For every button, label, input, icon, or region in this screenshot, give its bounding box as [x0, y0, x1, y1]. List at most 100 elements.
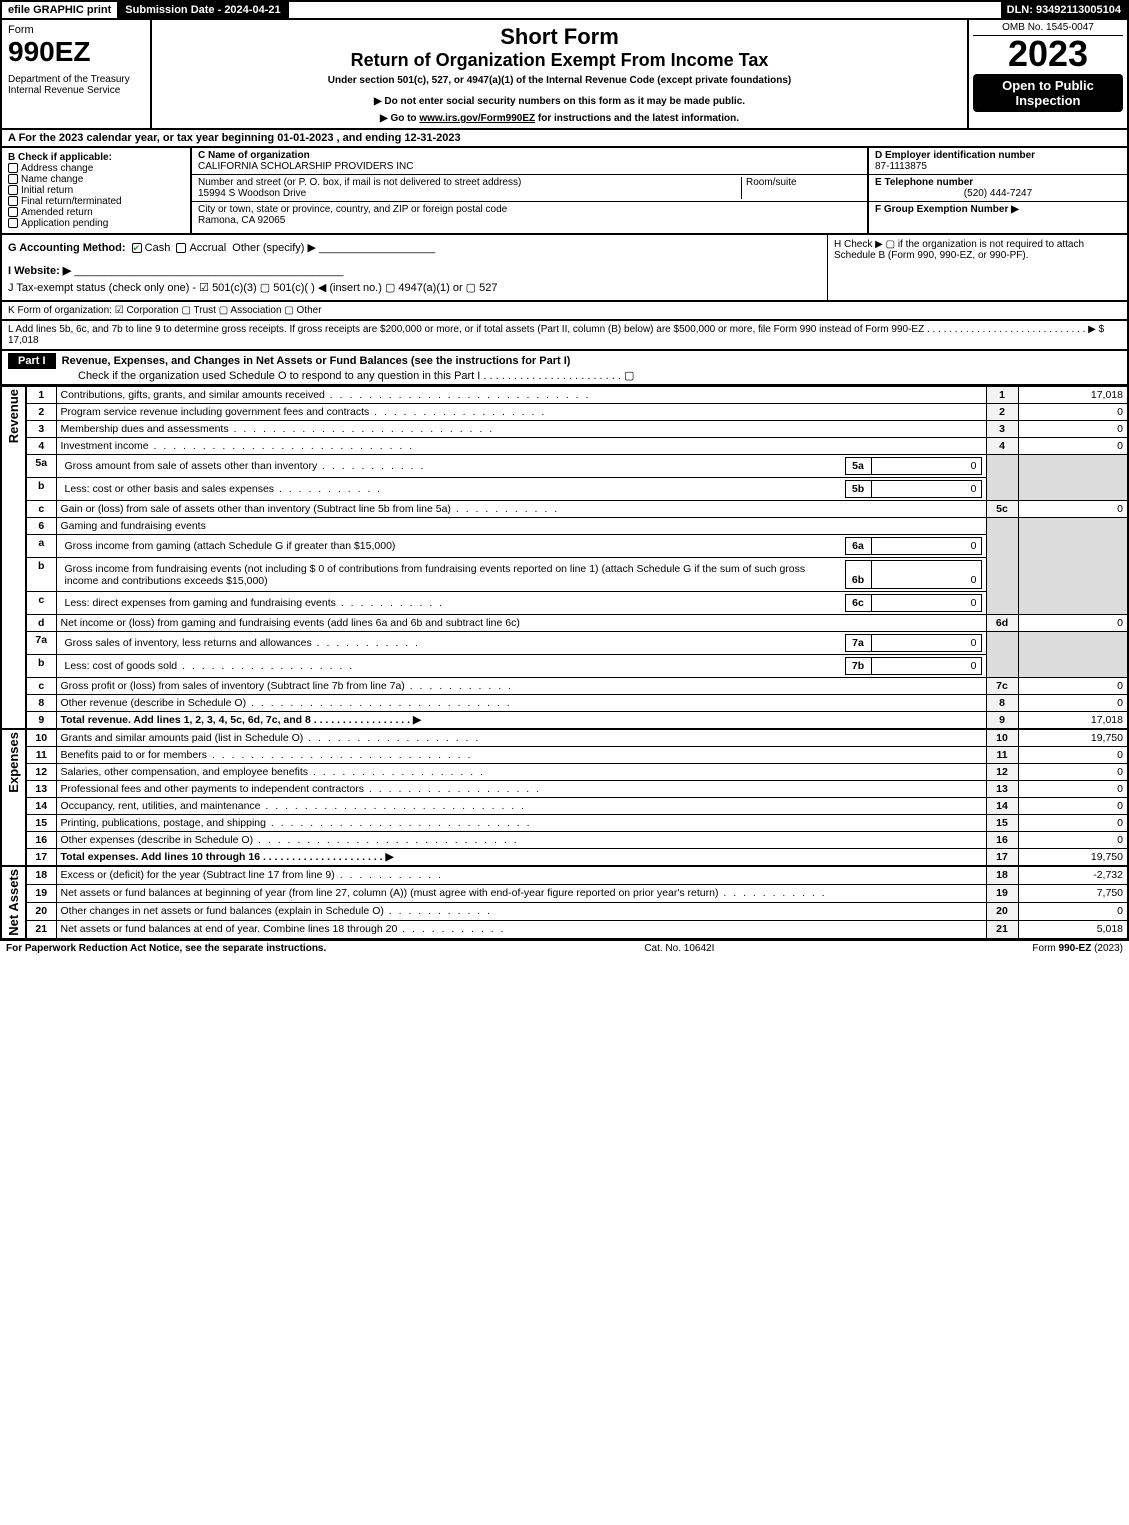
line-9: Total revenue. Add lines 1, 2, 3, 4, 5c,…: [56, 712, 986, 730]
tax-year: 2023: [973, 36, 1123, 72]
line-g: G Accounting Method: Cash Accrual Other …: [8, 241, 821, 254]
line-a: A For the 2023 calendar year, or tax yea…: [0, 130, 1129, 148]
line-19: Net assets or fund balances at beginning…: [56, 884, 986, 902]
subtitle: Under section 501(c), 527, or 4947(a)(1)…: [158, 75, 961, 86]
c-label: C Name of organization: [198, 150, 861, 161]
line-7a: Gross sales of inventory, less returns a…: [56, 632, 986, 655]
header-left: Form 990EZ Department of the Treasury In…: [2, 20, 152, 128]
b-opt-address[interactable]: Address change: [8, 163, 184, 174]
line-6b: Gross income from fundraising events (no…: [56, 558, 986, 592]
spacer: [289, 2, 1001, 18]
line-4: Investment income: [56, 438, 986, 455]
note-goto: ▶ Go to www.irs.gov/Form990EZ for instru…: [158, 113, 961, 124]
form-label: Form: [8, 24, 144, 36]
line-6c: Less: direct expenses from gaming and fu…: [56, 592, 986, 615]
line-7b: Less: cost of goods sold 7b 0: [56, 655, 986, 678]
expenses-vlabel: Expenses: [6, 732, 21, 793]
part1-title: Revenue, Expenses, and Changes in Net As…: [62, 355, 571, 367]
header-mid: Short Form Return of Organization Exempt…: [152, 20, 967, 128]
line-5b: Less: cost or other basis and sales expe…: [56, 478, 986, 501]
b-opt-final[interactable]: Final return/terminated: [8, 196, 184, 207]
room-label: Room/suite: [741, 177, 861, 199]
irs-link[interactable]: www.irs.gov/Form990EZ: [419, 113, 535, 124]
line-5c: Gain or (loss) from sale of assets other…: [56, 501, 986, 518]
line-12: Salaries, other compensation, and employ…: [56, 764, 986, 781]
line-8: Other revenue (describe in Schedule O): [56, 695, 986, 712]
line-13: Professional fees and other payments to …: [56, 781, 986, 798]
footer-mid: Cat. No. 10642I: [644, 943, 714, 954]
e-block: E Telephone number (520) 444-7247: [869, 175, 1127, 202]
line-21: Net assets or fund balances at end of ye…: [56, 920, 986, 938]
addr-label: Number and street (or P. O. box, if mail…: [198, 177, 741, 188]
col-def: D Employer identification number 87-1113…: [867, 148, 1127, 233]
line-14: Occupancy, rent, utilities, and maintena…: [56, 798, 986, 815]
line-16: Other expenses (describe in Schedule O): [56, 832, 986, 849]
line-k: K Form of organization: ☑ Corporation ▢ …: [0, 302, 1129, 321]
return-title: Return of Organization Exempt From Incom…: [158, 50, 961, 71]
ein-value: 87-1113875: [875, 161, 1121, 172]
line-10: Grants and similar amounts paid (list in…: [56, 729, 986, 747]
footer: For Paperwork Reduction Act Notice, see …: [0, 940, 1129, 956]
dept-label: Department of the Treasury: [8, 74, 144, 85]
short-form-title: Short Form: [158, 24, 961, 50]
line-5a: Gross amount from sale of assets other t…: [56, 455, 986, 478]
line-15: Printing, publications, postage, and shi…: [56, 815, 986, 832]
row-gh: G Accounting Method: Cash Accrual Other …: [0, 235, 1129, 302]
submission-date: Submission Date - 2024-04-21: [119, 2, 288, 18]
org-name: CALIFORNIA SCHOLARSHIP PROVIDERS INC: [198, 161, 861, 172]
part1-header: Part I Revenue, Expenses, and Changes in…: [0, 351, 1129, 386]
line-j: J Tax-exempt status (check only one) - ☑…: [8, 281, 821, 294]
b-opt-pending[interactable]: Application pending: [8, 218, 184, 229]
footer-right: Form 990-EZ (2023): [1032, 943, 1123, 954]
part1-check: Check if the organization used Schedule …: [78, 370, 634, 382]
addr-value: 15994 S Woodson Drive: [198, 188, 741, 199]
line-g-i-j: G Accounting Method: Cash Accrual Other …: [2, 235, 827, 300]
city-value: Ramona, CA 92065: [198, 215, 861, 226]
line-i: I Website: ▶ ___________________________…: [8, 264, 821, 277]
b-title: B Check if applicable:: [8, 152, 184, 163]
f-label: F Group Exemption Number ▶: [875, 204, 1019, 215]
section-bcdef: B Check if applicable: Address change Na…: [0, 148, 1129, 235]
part1-bar: Part I: [8, 353, 56, 369]
city-label: City or town, state or province, country…: [198, 204, 861, 215]
line-l: L Add lines 5b, 6c, and 7b to line 9 to …: [0, 321, 1129, 351]
g-cash-cb[interactable]: [132, 243, 142, 253]
footer-left: For Paperwork Reduction Act Notice, see …: [6, 943, 326, 954]
lines-table: Revenue 1 Contributions, gifts, grants, …: [0, 386, 1129, 940]
g-accrual-cb[interactable]: [176, 243, 186, 253]
b-opt-amended[interactable]: Amended return: [8, 207, 184, 218]
c-addr-block: Number and street (or P. O. box, if mail…: [192, 175, 867, 202]
line-11: Benefits paid to or for members: [56, 747, 986, 764]
top-bar: efile GRAPHIC print Submission Date - 20…: [0, 0, 1129, 20]
header-right: OMB No. 1545-0047 2023 Open to Public In…: [967, 20, 1127, 128]
line-18: Excess or (deficit) for the year (Subtra…: [56, 866, 986, 884]
netassets-vlabel: Net Assets: [6, 869, 21, 936]
dln-label: DLN: 93492113005104: [1001, 2, 1127, 18]
line-6: Gaming and fundraising events: [56, 518, 986, 535]
line-20: Other changes in net assets or fund bala…: [56, 902, 986, 920]
line-1: Contributions, gifts, grants, and simila…: [56, 387, 986, 404]
phone-value: (520) 444-7247: [875, 188, 1121, 199]
form-header: Form 990EZ Department of the Treasury In…: [0, 20, 1129, 130]
d-block: D Employer identification number 87-1113…: [869, 148, 1127, 175]
col-b: B Check if applicable: Address change Na…: [2, 148, 192, 233]
line-6d: Net income or (loss) from gaming and fun…: [56, 615, 986, 632]
c-name-block: C Name of organization CALIFORNIA SCHOLA…: [192, 148, 867, 175]
line-h: H Check ▶ ▢ if the organization is not r…: [827, 235, 1127, 300]
efile-label[interactable]: efile GRAPHIC print: [2, 2, 119, 18]
irs-label: Internal Revenue Service: [8, 85, 144, 96]
b-opt-initial[interactable]: Initial return: [8, 185, 184, 196]
f-block: F Group Exemption Number ▶: [869, 202, 1127, 217]
col-c: C Name of organization CALIFORNIA SCHOLA…: [192, 148, 867, 233]
line-17: Total expenses. Add lines 10 through 16 …: [56, 849, 986, 867]
line-6a: Gross income from gaming (attach Schedul…: [56, 535, 986, 558]
line-3: Membership dues and assessments: [56, 421, 986, 438]
d-label: D Employer identification number: [875, 150, 1121, 161]
c-city-block: City or town, state or province, country…: [192, 202, 867, 228]
form-number: 990EZ: [8, 36, 144, 68]
line-2: Program service revenue including govern…: [56, 404, 986, 421]
line-1-amt: 17,018: [1018, 387, 1128, 404]
open-public-badge: Open to Public Inspection: [973, 74, 1123, 112]
b-opt-name[interactable]: Name change: [8, 174, 184, 185]
revenue-vlabel: Revenue: [6, 389, 21, 443]
